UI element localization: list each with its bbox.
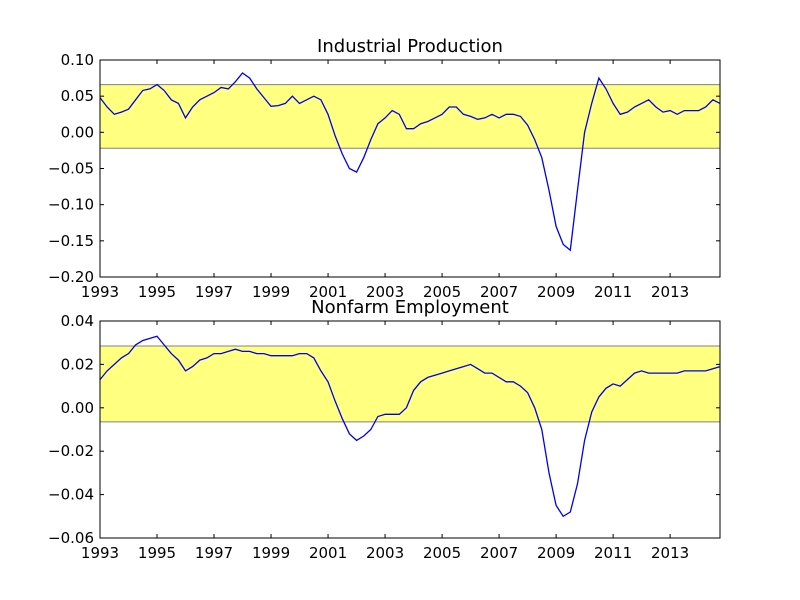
chart-title: Industrial Production: [317, 36, 503, 57]
plot-frame: [99, 320, 721, 539]
y-tick-label: 0.00: [61, 123, 94, 141]
y-tick-label: 0.05: [61, 87, 94, 105]
y-axis-ticks: −0.20 −0.15 −0.10 −0.05 0.00 0.05 0.10: [48, 51, 720, 286]
y-tick-label: −0.04: [48, 486, 94, 504]
x-tick-label: 2013: [651, 283, 689, 301]
x-axis-ticks: 1993 1995 1997 1999 2001 2003 2005 2007 2009 2011…: [81, 60, 689, 301]
x-tick-label: 1995: [138, 283, 176, 301]
x-tick-label: 2011: [594, 544, 632, 562]
industrial-production-panel: Industrial Production −0.20−0.15−0.10−0.…: [48, 36, 721, 301]
y-tick-label: −0.02: [48, 442, 94, 460]
y-tick-label: −0.20: [48, 268, 94, 286]
x-tick-label: 2013: [651, 544, 689, 562]
y-tick-label: −0.05: [48, 160, 94, 178]
x-tick-label: 2011: [594, 283, 632, 301]
chart-title: Nonfarm Employment: [311, 297, 509, 318]
x-tick-label: 1999: [252, 283, 290, 301]
x-tick-label: 2001: [309, 283, 347, 301]
plot-frame: [99, 59, 721, 278]
x-tick-label: 2007: [480, 544, 518, 562]
x-tick-label: 1997: [195, 544, 233, 562]
x-tick-label: 2009: [537, 544, 575, 562]
x-tick-label: 2003: [366, 544, 404, 562]
y-tick-label: −0.06: [48, 529, 94, 547]
x-tick-label: 2009: [537, 283, 575, 301]
x-tick-label: 2005: [423, 544, 461, 562]
x-tick-label: 2005: [423, 283, 461, 301]
x-tick-label: 1997: [195, 283, 233, 301]
x-tick-label: 1999: [252, 544, 290, 562]
y-tick-label: 0.10: [61, 51, 94, 69]
y-axis-ticks: −0.06 −0.04 −0.02 0.00 0.02 0.04: [48, 312, 720, 547]
y-tick-label: 0.04: [61, 312, 94, 330]
normal-range-band: [100, 345, 720, 422]
x-tick-label: 2001: [309, 544, 347, 562]
normal-range-band: [100, 84, 720, 149]
y-tick-label: 0.02: [61, 355, 94, 373]
x-tick-label: 1995: [138, 544, 176, 562]
x-tick-label: 2003: [366, 283, 404, 301]
series-line: [99, 335, 721, 518]
series-line: [99, 72, 721, 252]
y-tick-label: −0.15: [48, 232, 94, 250]
nonfarm-employment-panel: Nonfarm Employment −0.06 −0.04 −0.02 0.00 0.…: [48, 297, 721, 562]
y-tick-label: 0.00: [61, 399, 94, 417]
y-tick-label: −0.10: [48, 196, 94, 214]
x-tick-label: 1993: [81, 283, 119, 301]
x-tick-label: 2007: [480, 283, 518, 301]
x-tick-label: 1993: [81, 544, 119, 562]
x-axis-ticks: 1993 1995 1997 1999 2001 2003 2005 2007 2009 2011…: [81, 321, 689, 562]
